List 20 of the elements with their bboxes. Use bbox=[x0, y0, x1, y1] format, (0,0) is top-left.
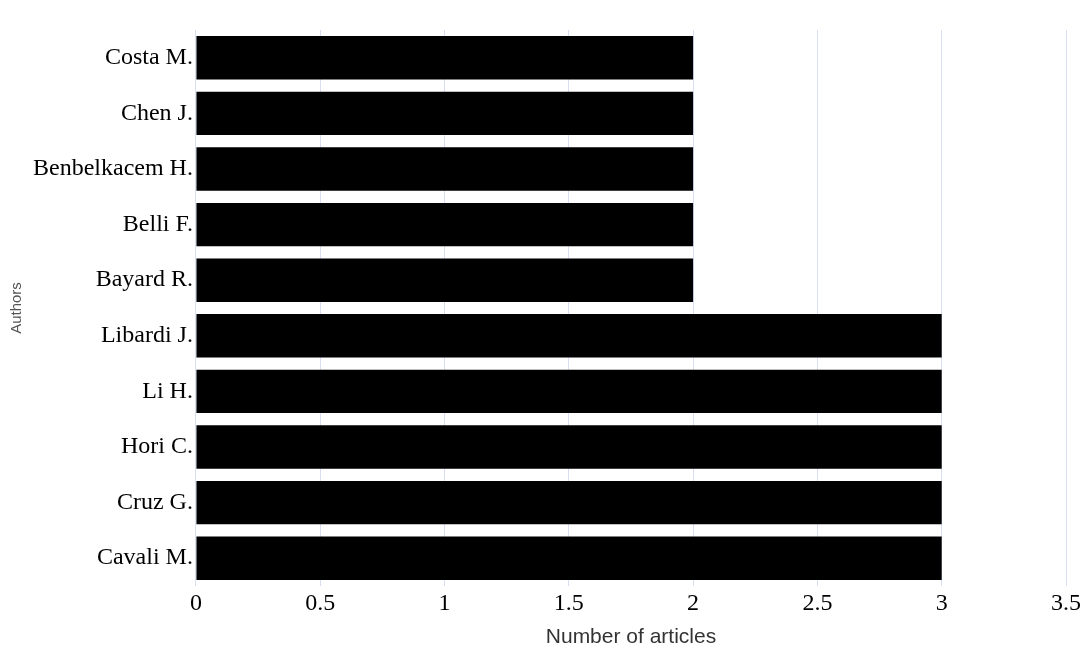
y-tick-label: Costa M. bbox=[104, 43, 193, 70]
x-tick-label: 0.5 bbox=[305, 588, 336, 615]
y-tick-label: Chen J. bbox=[120, 98, 193, 125]
y-tick-label: Cruz G. bbox=[116, 487, 193, 514]
y-tick-label: Cavali M. bbox=[96, 543, 193, 570]
x-tick-label: 2.5 bbox=[802, 588, 833, 615]
y-tick-label: Li H. bbox=[142, 376, 193, 403]
x-tick-label: 2 bbox=[687, 588, 700, 615]
x-tick-label: 0 bbox=[189, 588, 202, 615]
y-axis-title: Authors bbox=[7, 282, 25, 334]
y-tick-label: Libardi J. bbox=[100, 321, 193, 348]
x-tick-label: 3.5 bbox=[1051, 588, 1081, 615]
y-tick-label: Bayard R. bbox=[95, 265, 193, 292]
x-tick-label: 1.5 bbox=[553, 588, 584, 615]
x-tick-label: 3 bbox=[935, 588, 948, 615]
y-tick-label: Benbelkacem H. bbox=[33, 154, 193, 181]
y-tick-label: Belli F. bbox=[122, 209, 193, 236]
x-axis-title: Number of articles bbox=[545, 624, 717, 648]
x-tick-label: 1 bbox=[438, 588, 451, 615]
y-tick-label: Hori C. bbox=[120, 432, 193, 459]
